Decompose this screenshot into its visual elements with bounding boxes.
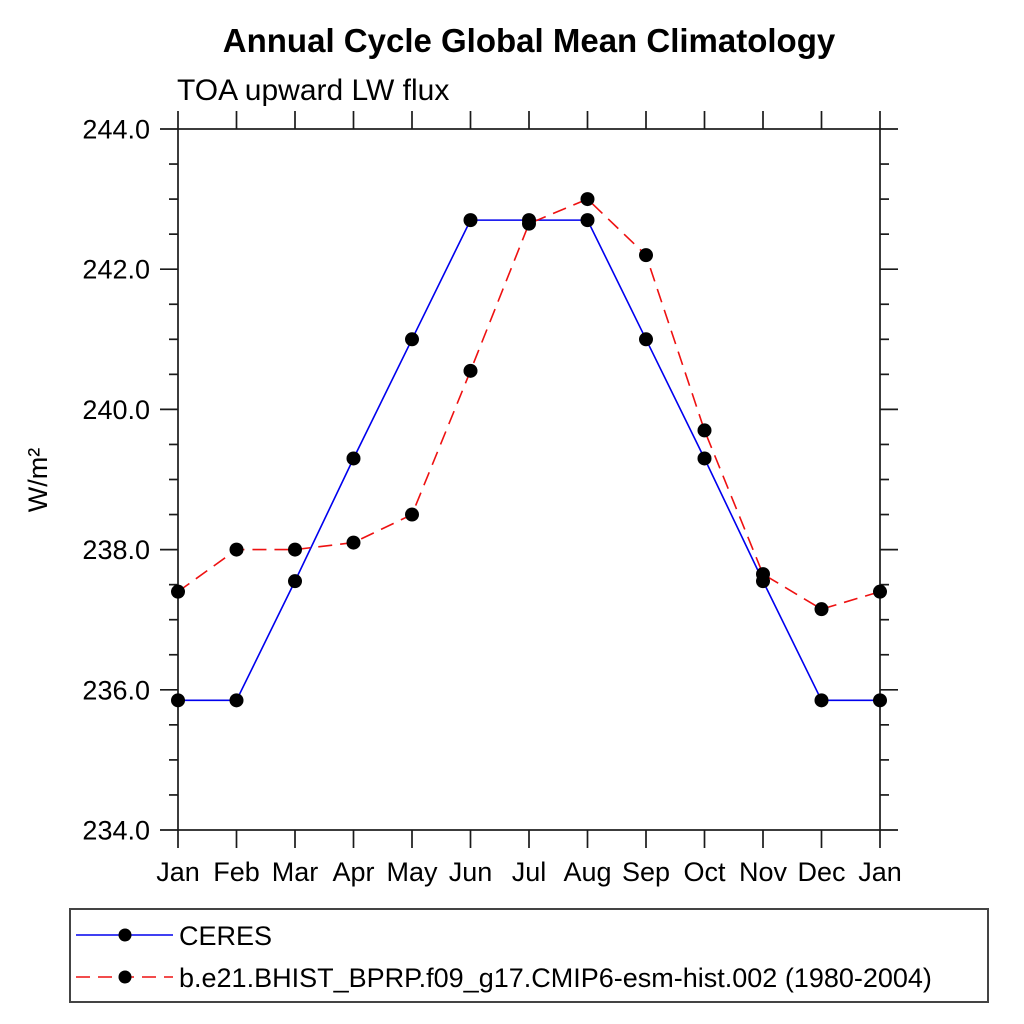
data-point-series-0 (814, 693, 829, 708)
chart-title: Annual Cycle Global Mean Climatology (223, 22, 836, 59)
data-point-series-1 (229, 542, 244, 557)
plot-area: 234.0 236.0 238.0 240.0 242.0 244.0 Jan Feb Mar A… (82, 111, 902, 887)
data-point-series-1 (171, 584, 185, 599)
legend: CERES b.e21.BHIST_BPRP.f09_g17.CMIP6-esm… (69, 908, 989, 1003)
y-tick-label: 236.0 (82, 675, 150, 705)
data-point-series-1 (814, 602, 829, 617)
data-point-series-0 (697, 451, 712, 466)
data-point-series-1 (639, 248, 653, 263)
x-tick-label: Jan (156, 857, 200, 887)
x-tick-label: Oct (683, 857, 726, 887)
y-tick-label: 244.0 (82, 115, 150, 145)
x-tick-label: Nov (739, 857, 788, 887)
data-point-series-0 (346, 451, 361, 466)
series-line-0 (178, 219, 880, 702)
data-point-series-1 (288, 542, 302, 557)
data-point-series-1 (697, 423, 712, 438)
series-line-1 (177, 198, 881, 611)
x-tick-label: Jan (858, 857, 902, 887)
data-point-series-1 (463, 363, 478, 378)
x-tick-label: Jun (449, 857, 493, 887)
x-tick-label: Apr (332, 857, 374, 887)
y-tick-label: 234.0 (82, 816, 150, 846)
data-point-series-1 (522, 216, 536, 231)
chart-subtitle: TOA upward LW flux (177, 74, 449, 107)
y-tick-label: 238.0 (82, 535, 150, 565)
x-tick-label: Mar (272, 857, 319, 887)
legend-marker-ceres (118, 928, 132, 942)
legend-box (69, 908, 989, 1003)
data-point-series-0 (405, 332, 419, 347)
x-tick-label: May (386, 857, 438, 887)
data-point-series-1 (756, 567, 770, 582)
y-tick-label: 242.0 (82, 255, 150, 285)
data-point-series-1 (873, 584, 887, 599)
data-point-series-0 (229, 693, 244, 708)
x-tick-label: Sep (622, 857, 670, 887)
data-point-series-0 (463, 213, 478, 228)
data-point-series-1 (346, 535, 361, 550)
legend-marker-model (118, 970, 132, 984)
data-point-series-0 (580, 213, 595, 228)
x-tick-label: Feb (213, 857, 260, 887)
legend-row-ceres: CERES (76, 921, 272, 951)
legend-label-model: b.e21.BHIST_BPRP.f09_g17.CMIP6-esm-hist.… (179, 963, 932, 993)
plot-frame (177, 128, 881, 831)
data-point-series-1 (405, 507, 419, 522)
x-tick-label: Jul (512, 857, 547, 887)
legend-row-model: b.e21.BHIST_BPRP.f09_g17.CMIP6-esm-hist.… (76, 963, 932, 993)
x-tick-label: Aug (563, 857, 611, 887)
data-point-series-0 (288, 574, 302, 589)
y-tick-label: 240.0 (82, 395, 150, 425)
data-point-series-0 (171, 693, 185, 708)
data-point-series-1 (580, 192, 595, 207)
x-tick-label: Dec (797, 857, 845, 887)
legend-label-ceres: CERES (179, 921, 272, 951)
data-point-series-0 (639, 332, 653, 347)
data-point-series-0 (873, 693, 887, 708)
y-axis-label: W/m² (23, 448, 53, 512)
